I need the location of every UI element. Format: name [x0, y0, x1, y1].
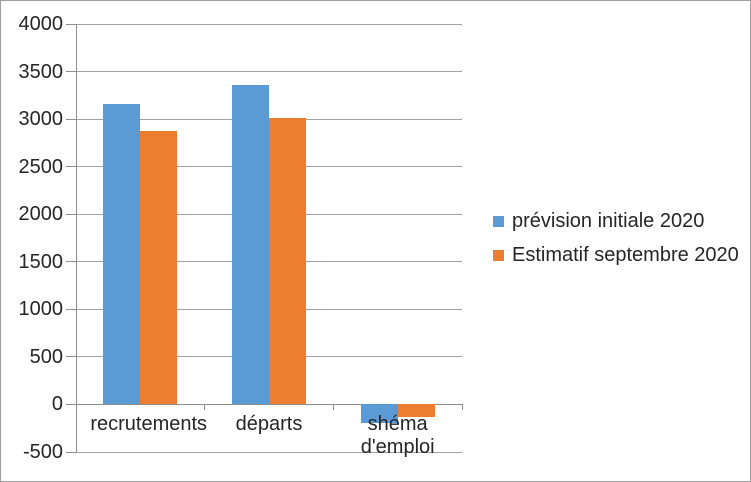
- y-axis-tick: [66, 451, 76, 453]
- y-axis-tick: [66, 71, 76, 73]
- chart-legend: prévision initiale 2020 Estimatif septemb…: [493, 210, 739, 278]
- y-axis-tick: [66, 403, 76, 405]
- gridline: [76, 451, 462, 453]
- y-axis-tick-label: -500: [22, 441, 63, 463]
- category-axis-tick: [461, 404, 463, 411]
- y-axis-line: [75, 24, 77, 452]
- bar-series1-cat3: [360, 404, 398, 424]
- category-axis-tick: [204, 404, 206, 411]
- y-axis-tick-label: 1500: [18, 250, 64, 273]
- bar-series1-cat2: [232, 84, 269, 405]
- legend-item: Estimatif septembre 2020: [493, 244, 739, 267]
- y-axis-tick-label: 2000: [18, 203, 64, 226]
- y-axis-tick: [66, 23, 76, 25]
- x-axis-line: [76, 403, 462, 405]
- gridline: [76, 23, 462, 25]
- category-axis-tick: [332, 404, 334, 411]
- y-axis-tick: [66, 356, 76, 358]
- y-axis-tick-label: 2500: [18, 155, 64, 178]
- y-axis-tick-label: 3000: [18, 108, 64, 131]
- y-axis-tick-label: 500: [29, 345, 63, 368]
- category-label: recrutements: [90, 413, 208, 436]
- y-axis-tick: [66, 118, 76, 120]
- y-axis-tick: [66, 213, 76, 215]
- legend-swatch: [493, 216, 504, 227]
- legend-item: prévision initiale 2020: [493, 210, 739, 233]
- legend-label: prévision initiale 2020: [512, 210, 705, 232]
- legend-label: Estimatif septembre 2020: [512, 244, 739, 266]
- y-axis-tick-label: 3500: [18, 60, 64, 83]
- y-axis-tick-label: 0: [51, 393, 63, 416]
- bar-series2-cat1: [140, 130, 178, 405]
- y-axis-tick: [66, 308, 76, 310]
- y-axis-tick-label: 1000: [18, 298, 64, 321]
- gridline: [76, 71, 462, 73]
- category-label: shéma d'emploi: [360, 413, 435, 459]
- category-axis-tick: [75, 404, 77, 411]
- bar-series2-cat2: [269, 118, 306, 405]
- bar-series2-cat3: [397, 404, 435, 417]
- category-label: départs: [235, 413, 303, 436]
- y-axis-tick: [66, 166, 76, 168]
- y-axis-tick: [66, 261, 76, 263]
- bar-series1-cat1: [103, 103, 141, 405]
- legend-swatch: [493, 250, 504, 261]
- y-axis-tick-label: 4000: [18, 13, 64, 35]
